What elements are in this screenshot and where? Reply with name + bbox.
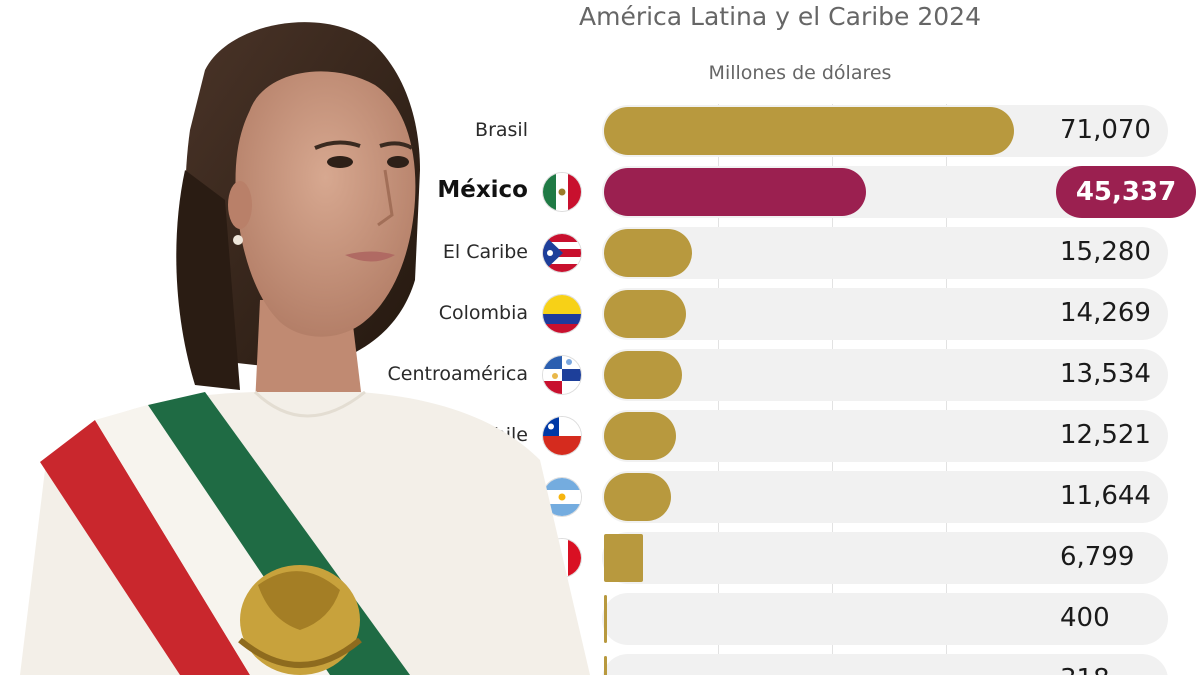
bar-track (602, 410, 1168, 462)
bar-value-label: 71,070 (1060, 115, 1151, 145)
bar (604, 595, 607, 643)
category-label: Centroamérica (387, 363, 529, 385)
bar (604, 473, 672, 521)
bar (604, 656, 607, 675)
bar-value-label: 14,269 (1060, 298, 1151, 328)
bar-track (602, 288, 1168, 340)
category-label: México (437, 177, 528, 203)
bar-track (602, 593, 1168, 645)
bar (604, 107, 1014, 155)
mexico-flag-icon (543, 173, 581, 211)
bar-value-label: 318 (1060, 664, 1170, 675)
bar-track (602, 349, 1168, 401)
bar (604, 412, 677, 460)
portrait-photo (20, 22, 590, 675)
bar-value-label: 12,521 (1060, 420, 1151, 450)
bar-value-label: 6,799 (1060, 542, 1135, 572)
central-america-flag-icon (543, 356, 581, 394)
bar (604, 351, 683, 399)
bar (604, 229, 693, 277)
chart-subtitle: Millones de dólares (708, 62, 892, 84)
bar-value-label: 15,280 (1060, 237, 1151, 267)
bar-track (602, 532, 1168, 584)
bar-track (602, 227, 1168, 279)
bar-value-label: 11,644 (1060, 481, 1151, 511)
colombia-flag-icon (543, 295, 581, 333)
bar (604, 534, 644, 582)
bar-value-label: 45,337 (1056, 166, 1196, 218)
category-label: Colombia (438, 302, 528, 324)
bar (604, 168, 866, 216)
category-label: El Caribe (442, 241, 528, 263)
bar-value-label: 400 (1060, 603, 1110, 633)
caribbean-flag-icon (543, 234, 581, 272)
bar-track (602, 471, 1168, 523)
bar-track (602, 654, 1168, 675)
bar (604, 290, 687, 338)
coat-of-arms-emblem (238, 565, 362, 675)
chart-title: América Latina y el Caribe 2024 (578, 2, 981, 31)
bar-value-label: 13,534 (1060, 359, 1151, 389)
category-label: Brasil (475, 119, 528, 141)
